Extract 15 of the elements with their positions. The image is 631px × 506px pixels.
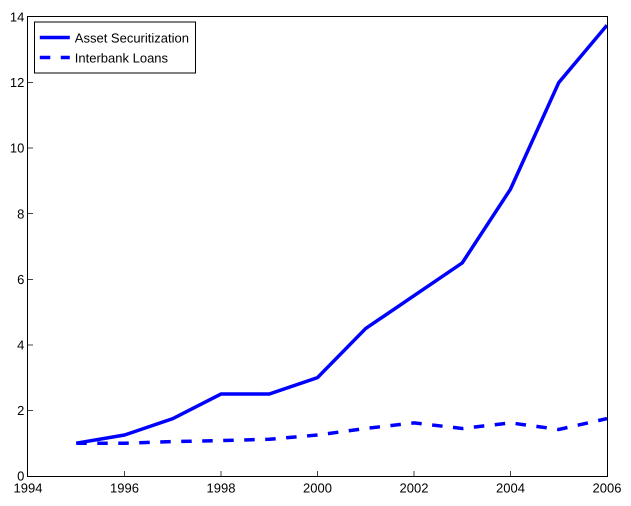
y-tick-label: 12 <box>10 75 24 90</box>
y-tick-label: 14 <box>10 10 24 25</box>
y-tick-label: 6 <box>17 272 24 287</box>
y-tick-label: 10 <box>10 140 24 156</box>
legend-label: Asset Securitization <box>74 30 189 46</box>
y-tick-label: 2 <box>17 402 24 418</box>
legend-label: Interbank Loans <box>74 50 169 66</box>
x-tick-label: 2002 <box>400 480 428 496</box>
x-tick-label: 1996 <box>110 480 139 496</box>
x-tick-label: 2006 <box>592 480 622 496</box>
y-tick-label: 4 <box>17 337 24 352</box>
x-tick-label: 2004 <box>496 480 525 496</box>
y-tick-label: 8 <box>17 206 24 222</box>
x-tick-label: 1998 <box>206 480 236 496</box>
x-tick-label: 2000 <box>303 480 332 496</box>
